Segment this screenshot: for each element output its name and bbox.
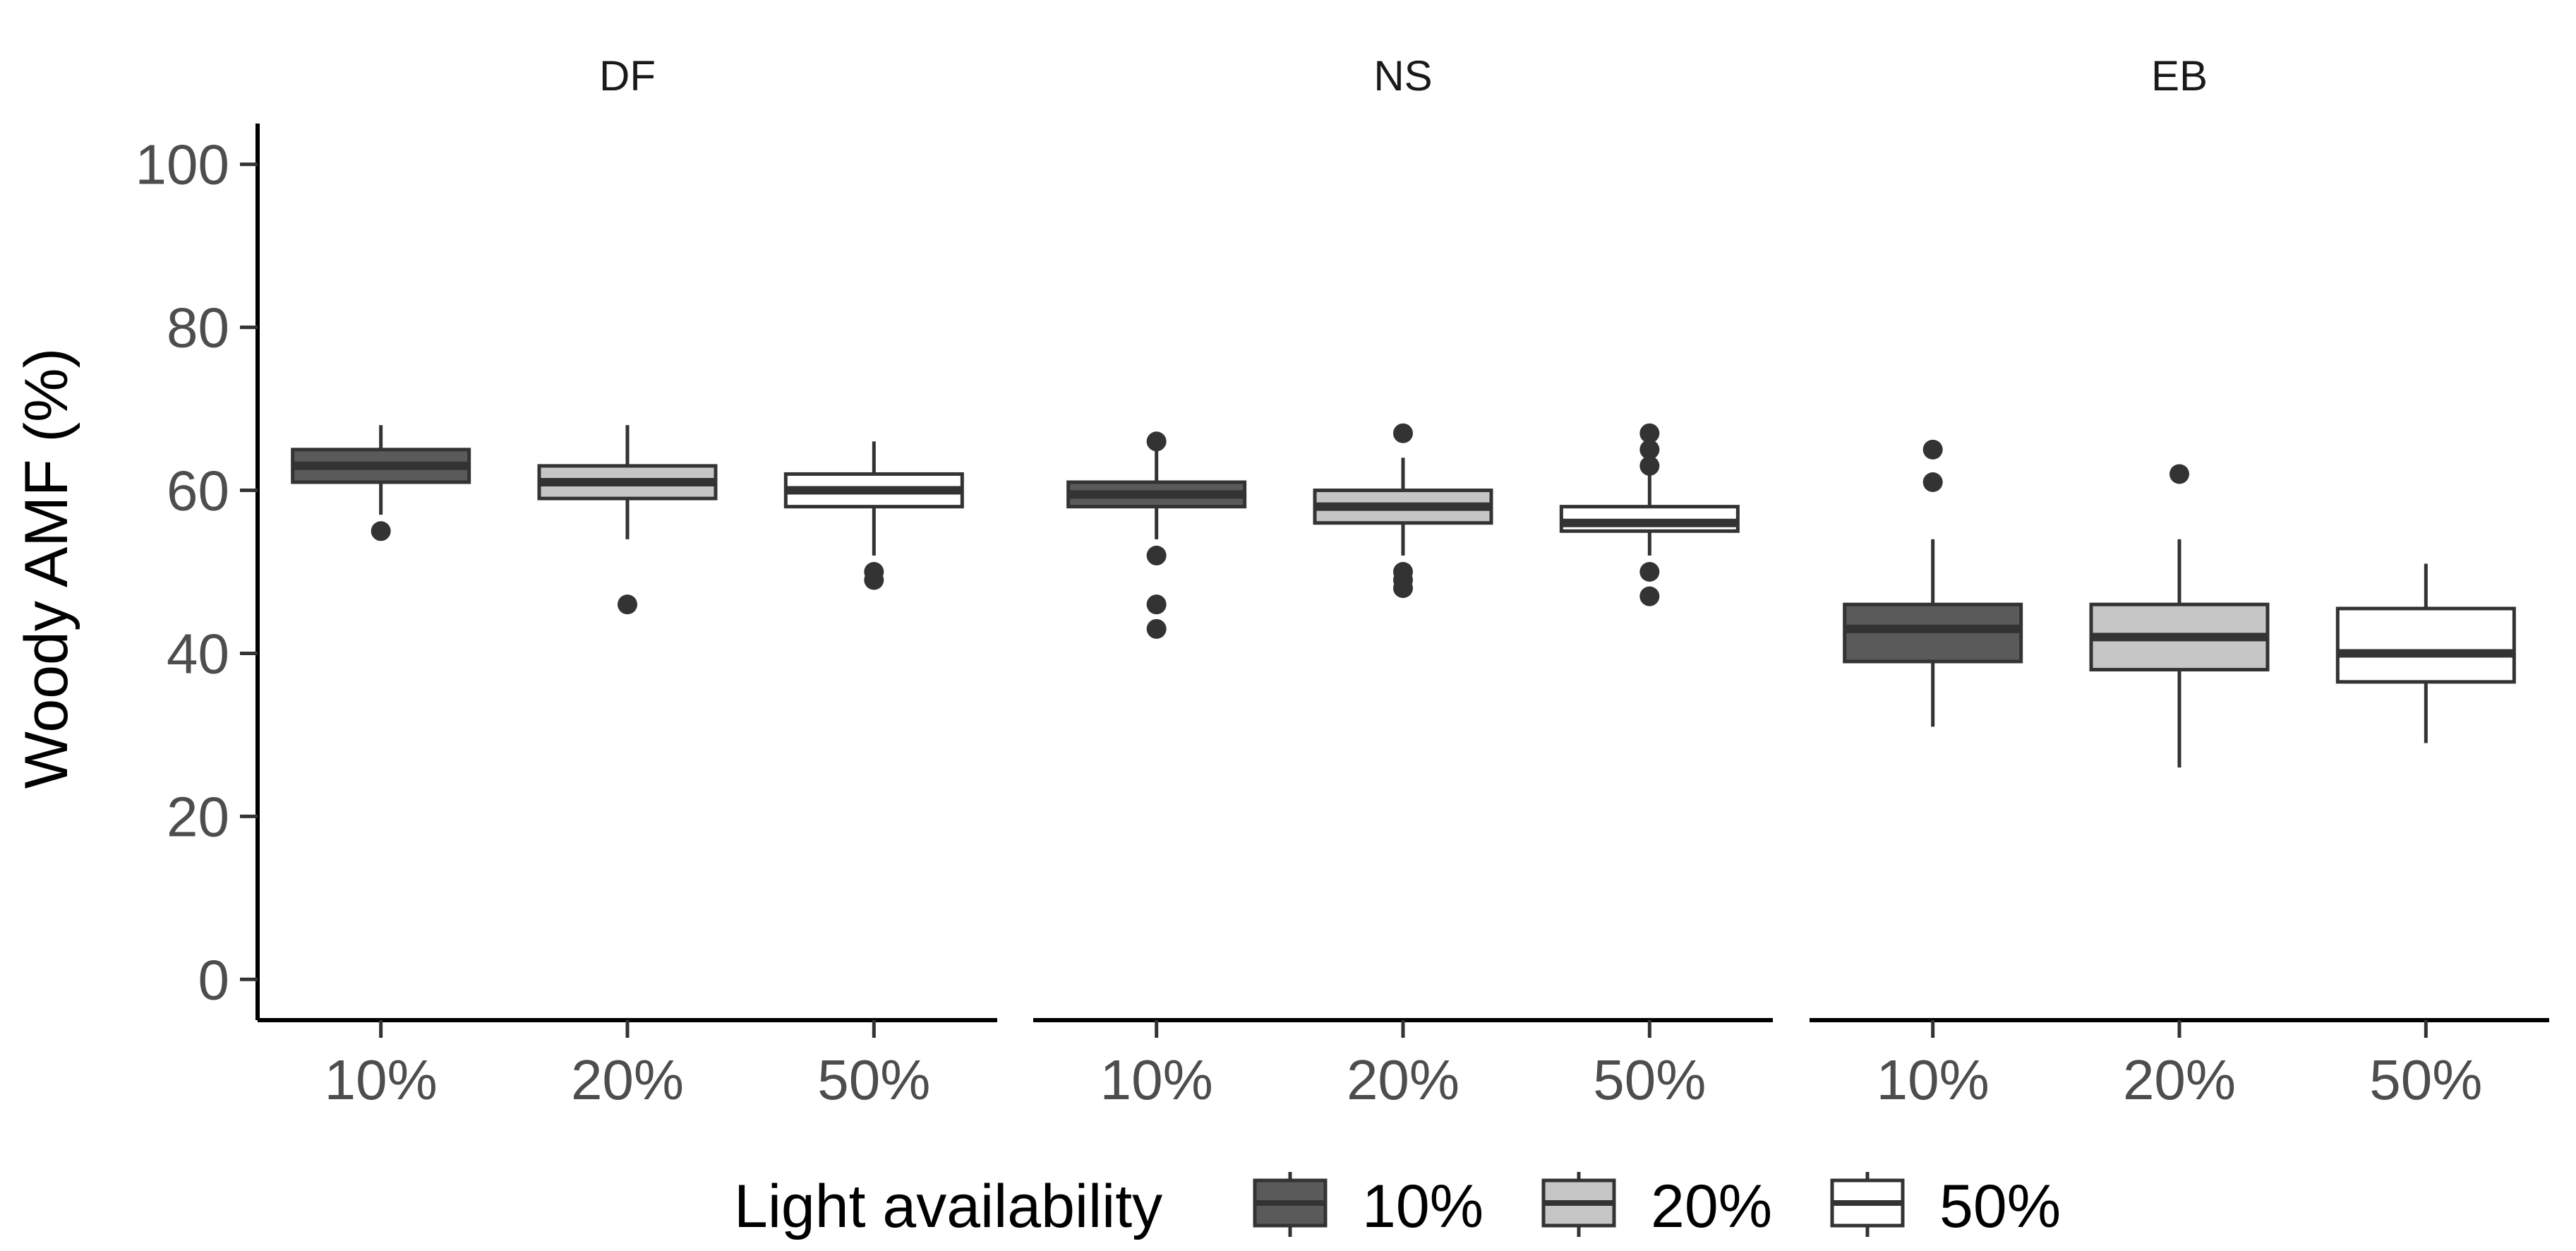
outlier-point <box>371 521 391 541</box>
outlier-point <box>2169 464 2189 484</box>
x-tick-label: 10% <box>325 1048 438 1111</box>
facet-strip-label: EB <box>2151 52 2208 100</box>
box-eb-10pct <box>1843 439 2023 727</box>
x-tick-label: 10% <box>1100 1048 1213 1111</box>
x-tick-label: 20% <box>571 1048 684 1111</box>
box-eb-50pct <box>2335 563 2516 743</box>
outlier-point <box>1639 439 1660 460</box>
box-df-50pct <box>783 441 964 590</box>
facet-strip-label: NS <box>1373 52 1432 100</box>
box-df-20pct <box>537 425 718 615</box>
y-tick-label: 20 <box>167 785 229 848</box>
legend-title: Light availability <box>734 1173 1162 1240</box>
box-ns-50pct <box>1559 423 1740 606</box>
legend: Light availability 10% 20% 50% <box>734 1172 2061 1240</box>
outlier-point <box>1922 439 1943 460</box>
legend-item-20pct: 20% <box>1541 1172 1772 1240</box>
facet-eb: EB 10% 20% 50% <box>1810 52 2549 1111</box>
y-tick-label: 0 <box>198 948 230 1011</box>
outlier-point <box>1393 423 1413 443</box>
y-tick-label: 60 <box>167 460 229 522</box>
outlier-point <box>1639 423 1660 443</box>
y-tick-label: 100 <box>136 133 229 196</box>
x-tick-label: 50% <box>2369 1048 2482 1111</box>
facet-strip-label: DF <box>599 52 656 100</box>
facet-df: DF 10% 20% 50% <box>258 52 997 1111</box>
legend-label: 20% <box>1651 1173 1772 1240</box>
facet-ns: NS 10% 20% 50% <box>1033 52 1773 1111</box>
outlier-point <box>1146 545 1167 565</box>
x-tick-label: 10% <box>1877 1048 1990 1111</box>
y-tick-label: 40 <box>167 622 229 685</box>
legend-label: 10% <box>1362 1173 1483 1240</box>
box-eb-20pct <box>2089 464 2270 768</box>
outlier-point <box>1639 455 1660 476</box>
outlier-point <box>1146 618 1167 639</box>
outlier-point <box>1146 431 1167 452</box>
box-ns-20pct <box>1313 423 1493 599</box>
x-tick-label: 20% <box>1347 1048 1459 1111</box>
legend-item-50pct: 50% <box>1830 1172 2061 1240</box>
y-axis-title: Woody AMF (%) <box>13 348 80 789</box>
outlier-point <box>618 594 637 615</box>
x-tick-label: 20% <box>2123 1048 2236 1111</box>
legend-label: 50% <box>1939 1173 2061 1240</box>
y-tick-label: 80 <box>167 297 229 359</box>
outlier-point <box>864 570 884 590</box>
outlier-point <box>1393 578 1413 599</box>
box-ns-10pct <box>1066 431 1247 639</box>
iqr-box <box>2335 606 2516 684</box>
x-tick-label: 50% <box>1593 1048 1706 1111</box>
outlier-point <box>1146 594 1167 615</box>
outlier-point <box>1639 562 1660 582</box>
box-df-10pct <box>291 425 471 541</box>
outlier-point <box>1922 472 1943 492</box>
x-tick-label: 50% <box>817 1048 930 1111</box>
y-axis: 0 20 40 60 80 100 <box>136 124 260 1020</box>
outlier-point <box>1639 586 1660 606</box>
legend-item-10pct: 10% <box>1253 1172 1483 1240</box>
facet-panels: DF 10% 20% 50% NS 10% 20% 50% EB 10% 20% 50% <box>258 52 2549 1111</box>
